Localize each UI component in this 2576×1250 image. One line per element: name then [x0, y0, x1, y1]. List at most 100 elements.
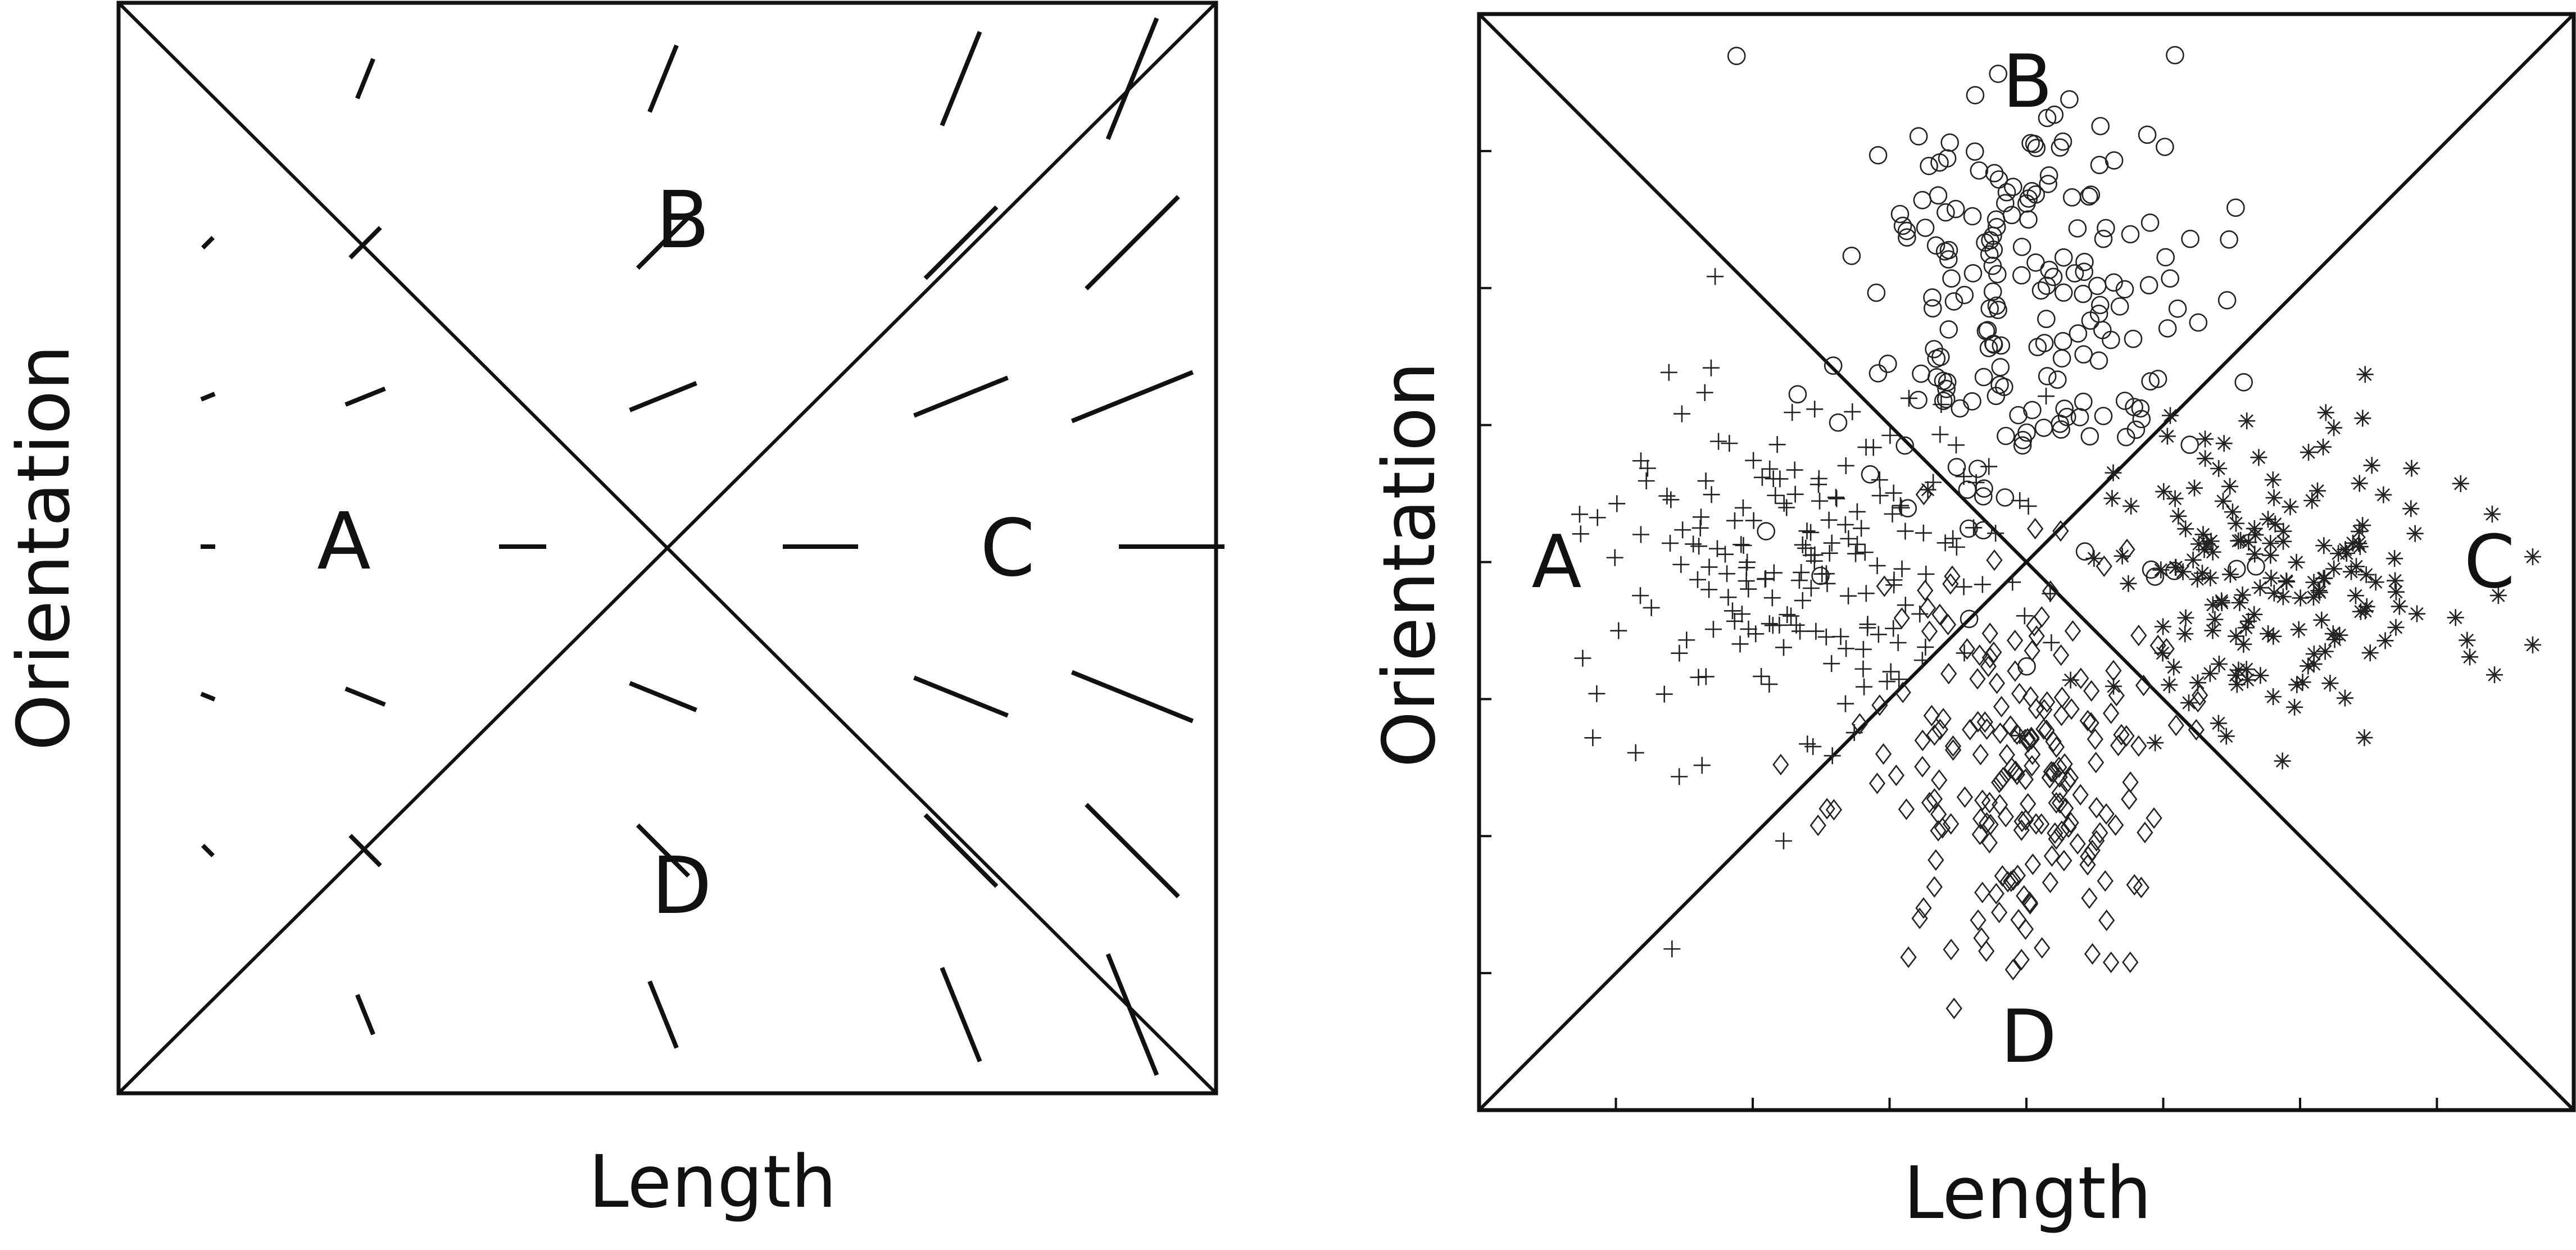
- asterisk-point: [2196, 541, 2213, 558]
- diamond-point: [2045, 761, 2062, 783]
- circle-point: [2093, 321, 2112, 339]
- plus-point: [1865, 439, 1882, 456]
- plus-point: [1572, 525, 1589, 543]
- asterisk-point: [2152, 561, 2170, 579]
- asterisk-point: [2292, 589, 2309, 607]
- left-region-label-a: A: [317, 496, 371, 588]
- plus-point: [1956, 644, 1973, 662]
- diamond-point: [2060, 816, 2077, 838]
- asterisk-point: [2227, 515, 2244, 532]
- diamond-point: [2122, 951, 2139, 973]
- diamond-point: [2097, 870, 2114, 892]
- right-scatter-panel: A B C D Length Orientation: [1368, 12, 2576, 1235]
- asterisk-point: [2357, 602, 2374, 620]
- circle-point: [1924, 299, 1942, 318]
- diamond-point: [2088, 830, 2105, 852]
- asterisk-point: [2161, 407, 2179, 424]
- asterisk-point: [2246, 520, 2263, 537]
- left-region-label-c: C: [980, 503, 1035, 594]
- circle-point: [1991, 358, 2010, 376]
- plus-point: [1836, 516, 1854, 533]
- plus-point: [1944, 530, 1962, 547]
- left-region-label-d: D: [651, 840, 712, 932]
- diamond-point: [1972, 808, 1989, 830]
- asterisk-point: [2357, 566, 2375, 583]
- plus-point: [1974, 576, 1991, 593]
- plus-point: [1740, 580, 1757, 598]
- circle-point: [1898, 228, 1916, 247]
- circle-point: [2053, 331, 2072, 351]
- circle-point: [1913, 190, 1932, 210]
- circle-point: [1916, 219, 1935, 237]
- circle-point: [2226, 198, 2245, 217]
- diamond-point: [2063, 698, 2080, 720]
- diamond-point: [2011, 683, 2028, 704]
- diamond-point: [2084, 943, 2101, 965]
- asterisk-point: [2311, 584, 2328, 601]
- asterisk-point: [2286, 698, 2303, 716]
- stimulus-segment: [1071, 370, 1194, 424]
- asterisk-point: [2278, 572, 2295, 590]
- left-stimulus-panel: A B C D Length Orientation: [2, 1, 1224, 1224]
- plus-point: [1885, 571, 1903, 589]
- asterisk-point: [2011, 727, 2029, 744]
- diamond-point: [2121, 788, 2138, 810]
- circle-point: [1938, 149, 1957, 168]
- plus-point: [1763, 589, 1781, 607]
- circle-point: [2012, 266, 2031, 285]
- circle-point: [1960, 519, 1978, 538]
- circle-point: [2048, 370, 2067, 389]
- diamond-point: [2098, 910, 2115, 931]
- stimulus-segment: [201, 235, 215, 250]
- asterisk-point: [2217, 728, 2235, 745]
- plus-point: [1726, 612, 1743, 630]
- plus-point: [1786, 485, 1804, 503]
- asterisk-point: [2356, 729, 2373, 747]
- asterisk-point: [2193, 565, 2211, 582]
- diamond-point: [2003, 870, 2020, 892]
- plus-point: [1724, 602, 1741, 620]
- plus-point: [1881, 426, 1899, 444]
- diamond-point: [2043, 845, 2061, 867]
- asterisk-point: [2232, 531, 2250, 549]
- asterisk-point: [2315, 438, 2332, 456]
- plus-point: [1897, 597, 1914, 614]
- circle-point: [2117, 428, 2135, 447]
- diamond-point: [1992, 722, 2009, 744]
- circle-point: [2021, 134, 2040, 153]
- asterisk-point: [2316, 643, 2334, 660]
- diamond-point: [2110, 734, 2127, 757]
- diamond-point: [2028, 698, 2044, 720]
- plus-point: [1890, 671, 1908, 688]
- plus-point: [1955, 468, 1972, 485]
- diamond-point: [2024, 754, 2040, 777]
- asterisk-point: [2201, 665, 2219, 682]
- plus-point: [1871, 487, 1889, 504]
- circle-point: [1757, 522, 1775, 540]
- diamond-point: [1942, 813, 1960, 835]
- asterisk-point: [2105, 678, 2123, 695]
- stimulus-segment: [923, 813, 999, 888]
- diamond-point: [2062, 767, 2079, 789]
- plus-point: [1806, 401, 1824, 418]
- circle-point: [2012, 238, 2031, 256]
- diamond-point: [2009, 865, 2026, 887]
- plus-point: [1848, 503, 1866, 520]
- diamond-point: [1921, 792, 1938, 813]
- stimulus-segment: [200, 692, 216, 702]
- plus-point: [1584, 729, 1602, 747]
- plus-point: [1638, 472, 1655, 490]
- diamond-point: [2133, 876, 2149, 898]
- diamond-point: [2079, 710, 2096, 731]
- asterisk-point: [2265, 628, 2282, 645]
- circle-point: [2052, 420, 2070, 439]
- diamond-point: [2053, 704, 2070, 726]
- asterisk-point: [2367, 574, 2384, 591]
- diamond-point: [1973, 927, 1990, 949]
- circle-point: [2168, 299, 2187, 318]
- asterisk-point: [2235, 635, 2252, 653]
- left-region-label-b: B: [656, 175, 710, 266]
- plus-point: [1793, 563, 1810, 581]
- diamond-point: [1969, 668, 1986, 690]
- asterisk-point: [2459, 631, 2476, 649]
